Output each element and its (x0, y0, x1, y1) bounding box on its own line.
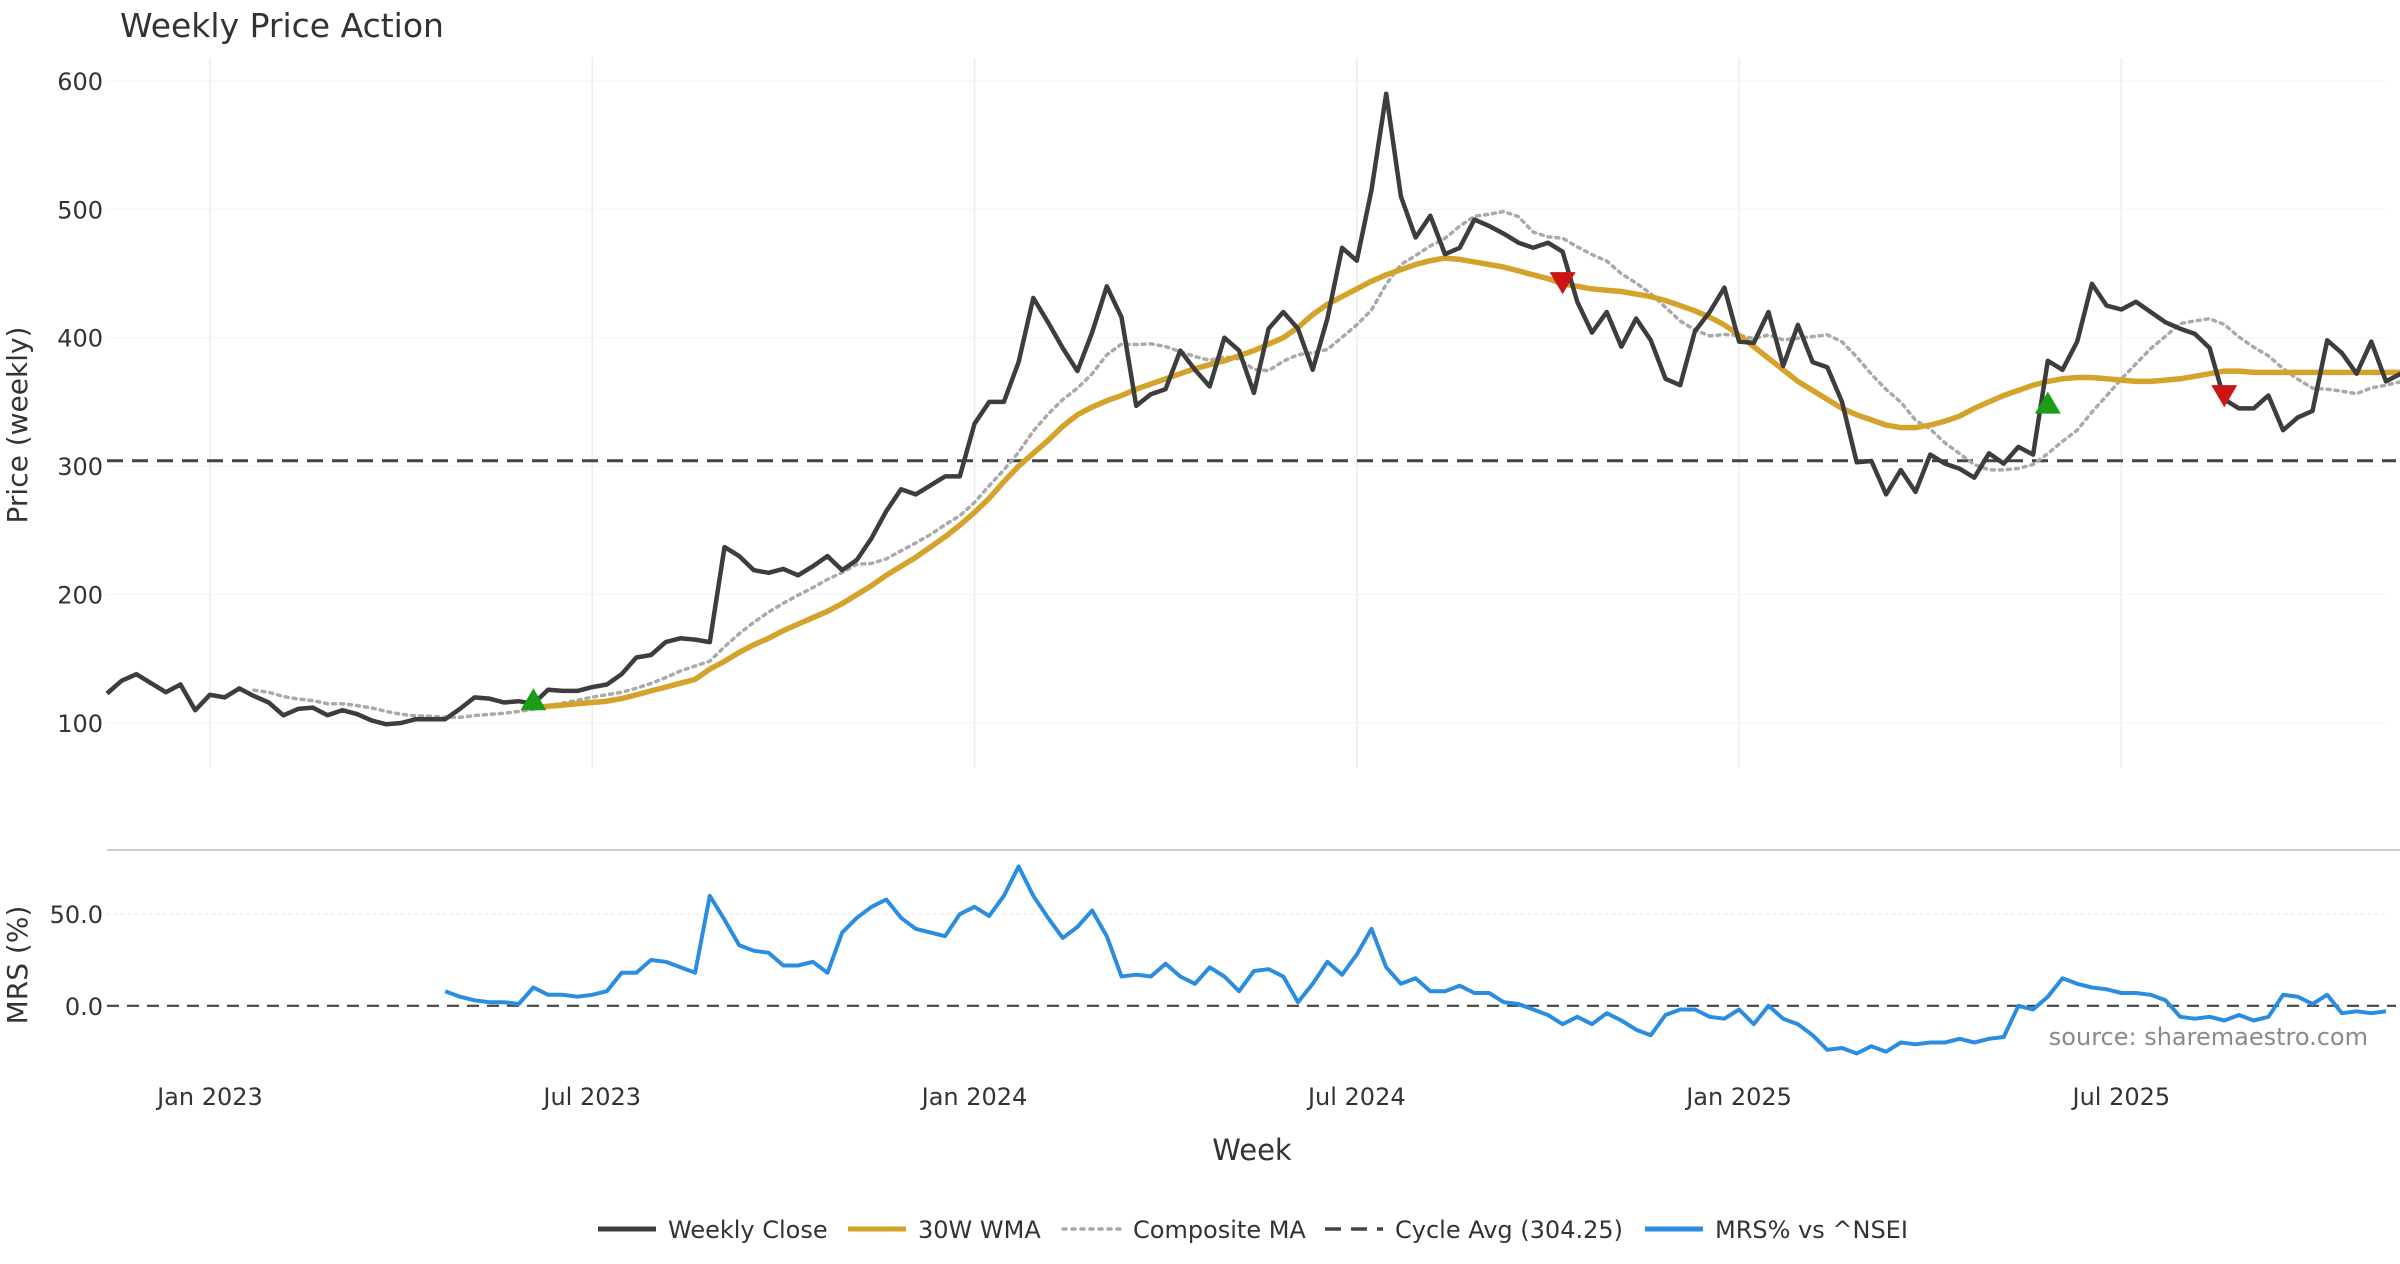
x-tick-label: Jul 2025 (2071, 1083, 2171, 1111)
x-axis-label: Week (1212, 1133, 1292, 1167)
price-y-tick-label: 600 (57, 68, 103, 96)
weekly-close-line (105, 91, 2400, 727)
buy-signal-marker (520, 688, 547, 711)
legend-label: Weekly Close (668, 1216, 828, 1244)
sell-signal-marker (1549, 272, 1576, 295)
price-y-tick-label: 500 (57, 196, 103, 224)
mrs-line (444, 864, 2387, 1056)
price-y-tick-label: 400 (57, 325, 103, 353)
buy-signal-marker (2034, 391, 2061, 414)
legend-label: 30W WMA (918, 1216, 1041, 1244)
legend-label: Composite MA (1133, 1216, 1306, 1244)
price-y-tick-label: 100 (57, 710, 103, 738)
legend: Weekly Close 30W WMA Composite MA Cycle Avg… (598, 1216, 1908, 1244)
wma-30w-line (533, 255, 2400, 711)
x-tick-label: Jul 2023 (541, 1083, 641, 1111)
mrs-axis-label: MRS (%) (1, 906, 34, 1025)
chart-title: Weekly Price Action (120, 6, 444, 45)
legend-label: Cycle Avg (304.25) (1395, 1216, 1623, 1244)
price-axis-label: Price (weekly) (1, 327, 34, 524)
composite-ma-line (252, 209, 2400, 720)
grid-layer (107, 58, 2400, 915)
legend-label: MRS% vs ^NSEI (1715, 1216, 1908, 1244)
x-tick-label: Jul 2024 (1306, 1083, 1406, 1111)
series-layer (105, 91, 2400, 1056)
x-tick-label: Jan 2023 (155, 1083, 263, 1111)
x-tick-label: Jan 2025 (1684, 1083, 1792, 1111)
reference-lines (107, 459, 2396, 1007)
source-note: source: sharemaestro.com (2049, 1023, 2368, 1051)
x-tick-label: Jan 2024 (920, 1083, 1028, 1111)
axis-layer: Jan 2023 Jul 2023 Jan 2024 Jul 2024 Jan 2025… (50, 68, 2171, 1111)
mrs-y-tick-label: 0.0 (65, 993, 103, 1021)
price-y-tick-label: 200 (57, 582, 103, 610)
mrs-y-tick-label: 50.0 (50, 901, 103, 929)
signal-markers (520, 272, 2238, 711)
price-y-tick-label: 300 (57, 453, 103, 481)
sell-signal-marker (2211, 385, 2238, 408)
